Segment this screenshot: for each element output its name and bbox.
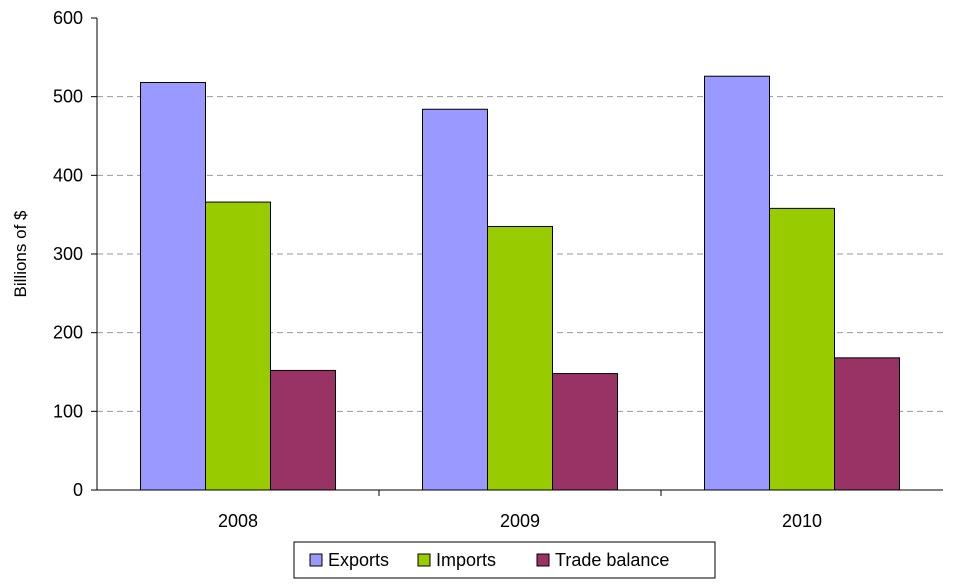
bar-trade-balance-2009 bbox=[552, 373, 618, 491]
legend-label-imports: Imports bbox=[436, 550, 496, 570]
x-tick-label: 2008 bbox=[218, 511, 258, 531]
bar-trade-balance-2010 bbox=[834, 357, 900, 491]
y-axis-ticks: 0 100 200 300 400 500 600 bbox=[53, 8, 97, 500]
y-tick-label: 500 bbox=[53, 87, 83, 107]
y-tick-label: 600 bbox=[53, 8, 83, 28]
legend-box bbox=[293, 541, 716, 579]
legend-label-exports: Exports bbox=[328, 550, 389, 570]
y-tick-label: 300 bbox=[53, 244, 83, 264]
bar-imports-2010 bbox=[769, 207, 835, 491]
bar-exports-2009 bbox=[422, 108, 488, 491]
x-tick-label: 2010 bbox=[782, 511, 822, 531]
x-axis-ticks: 2008 2009 2010 bbox=[218, 490, 822, 531]
x-tick-label: 2009 bbox=[500, 511, 540, 531]
bars-group bbox=[140, 75, 900, 491]
legend-label-trade-balance: Trade balance bbox=[555, 550, 669, 570]
bar-trade-balance-2008 bbox=[270, 369, 336, 491]
bar-imports-2009 bbox=[487, 225, 553, 491]
bar-imports-2008 bbox=[205, 201, 271, 491]
y-tick-label: 400 bbox=[53, 165, 83, 185]
y-tick-label: 100 bbox=[53, 401, 83, 421]
legend-swatch-exports bbox=[309, 553, 323, 567]
legend-swatch-imports bbox=[417, 553, 431, 567]
y-tick-label: 200 bbox=[53, 323, 83, 343]
y-axis-label: Billions of $ bbox=[11, 210, 30, 297]
y-tick-label: 0 bbox=[73, 480, 83, 500]
legend-swatch-trade-balance bbox=[536, 553, 550, 567]
legend: Exports Imports Trade balance bbox=[293, 541, 716, 579]
bar-exports-2010 bbox=[704, 75, 770, 491]
bar-exports-2008 bbox=[140, 82, 206, 491]
